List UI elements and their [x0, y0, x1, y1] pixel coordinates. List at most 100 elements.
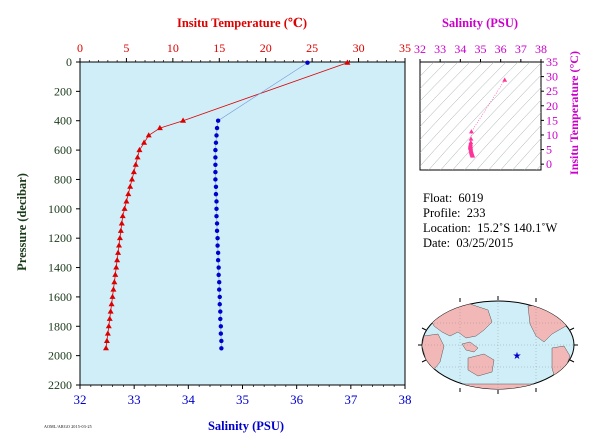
- temperature-point: [136, 146, 143, 153]
- density-contour: [420, 62, 507, 154]
- temperature-point: [344, 59, 351, 65]
- temperature-tick-label: 0: [77, 41, 83, 55]
- ts-density-contours: [420, 62, 541, 170]
- temperature-point: [129, 176, 135, 182]
- salinity-point: [215, 235, 220, 241]
- salinity-point: [213, 184, 219, 189]
- density-contour: [536, 164, 541, 170]
- ts-temperature-tick-label: 20: [546, 99, 558, 113]
- temperature-point: [108, 301, 115, 307]
- profile-series: [103, 59, 351, 351]
- temperature-tick-label: 30: [353, 41, 365, 55]
- salinity-point: [213, 191, 219, 197]
- temperature-point: [103, 345, 109, 351]
- salinity-point: [214, 221, 220, 226]
- salinity-point: [305, 60, 310, 65]
- salinity-tick-label: 35: [236, 392, 249, 407]
- temperature-point: [106, 315, 113, 321]
- temperature-point: [141, 139, 148, 145]
- salinity-point: [217, 294, 222, 300]
- temperature-point: [107, 308, 114, 314]
- pressure-tick-label: 1800: [48, 319, 72, 333]
- salinity-point: [219, 338, 224, 344]
- salinity-point: [215, 258, 221, 263]
- ts-salinity-tick-label: 32: [414, 42, 426, 56]
- temperature-axis-title: Insitu Temperature (℃): [177, 16, 307, 30]
- density-contour: [420, 62, 447, 89]
- salinity-point: [213, 155, 218, 160]
- salinity-point: [214, 213, 219, 219]
- ts-point: [469, 129, 474, 134]
- salinity-point: [214, 228, 220, 234]
- temperature-point: [125, 190, 132, 197]
- salinity-axis-title: Salinity (PSU): [208, 419, 284, 433]
- density-contour: [420, 62, 483, 127]
- ts-salinity-tick-label: 36: [495, 42, 507, 56]
- temperature-tick-label: 25: [306, 41, 318, 55]
- density-contour: [512, 138, 541, 170]
- density-contour: [452, 74, 541, 170]
- float-value: 6019: [458, 191, 484, 205]
- location-map: ★: [418, 296, 578, 394]
- salinity-point: [218, 331, 224, 336]
- profile-plot: 0 5 10 15 20 25 30 35 32 33 34 35 36 37 38 0 200 400 600…: [15, 16, 412, 433]
- salinity-point: [213, 177, 218, 182]
- float-info: Float: 6019 Profile: 233 Location: 15.2˚…: [423, 191, 557, 251]
- float-row: Float: 6019: [423, 191, 557, 206]
- temperature-point: [116, 242, 122, 248]
- salinity-point: [215, 243, 220, 248]
- temperature-point: [109, 293, 116, 299]
- ts-point: [502, 77, 508, 82]
- ts-salinity-tick-label: 34: [454, 42, 466, 56]
- ts-point: [468, 136, 474, 141]
- footer-credit: AOML/ARGO 2015-03-25: [44, 424, 92, 429]
- pressure-tick-label: 600: [54, 143, 72, 157]
- profile-value: 233: [466, 206, 486, 220]
- ts-temperature-tick-label: 0: [546, 157, 552, 171]
- temperature-tick-label: 15: [213, 41, 225, 55]
- salinity-point: [215, 118, 221, 123]
- temperature-point: [103, 337, 110, 343]
- salinity-point: [217, 280, 222, 285]
- salinity-point: [213, 169, 218, 175]
- density-contour: [524, 151, 541, 170]
- salinity-point: [214, 125, 220, 131]
- salinity-point: [215, 250, 221, 256]
- salinity-point: [214, 206, 219, 212]
- map-ticks: [418, 296, 578, 394]
- ts-point: [470, 153, 476, 158]
- pressure-tick-label: 1600: [48, 290, 72, 304]
- salinity-point: [217, 287, 222, 292]
- ts-salinity-tick-label: 35: [475, 42, 487, 56]
- salinity-point: [214, 133, 219, 138]
- profile-row: Profile: 233: [423, 206, 557, 221]
- temperature-tick-label: 20: [260, 41, 272, 55]
- ts-salinity-tick-label: 37: [515, 42, 527, 56]
- float-label: Float:: [423, 191, 453, 205]
- density-contour: [420, 62, 495, 140]
- ts-temperature-tick-label: 5: [546, 143, 552, 157]
- ts-temperature-tick-label: 15: [546, 113, 558, 127]
- salinity-tick-label: 34: [182, 392, 196, 407]
- salinity-point: [218, 324, 224, 329]
- pressure-tick-label: 0: [66, 55, 72, 69]
- temperature-point: [121, 205, 128, 211]
- pressure-tick-label: 1400: [48, 261, 72, 275]
- temperature-point: [156, 124, 163, 131]
- ts-temperature-tick-label: 35: [546, 55, 558, 69]
- location-row: Location: 15.2˚S 140.1˚W: [423, 221, 557, 236]
- temperature-point: [104, 330, 111, 336]
- salinity-point: [216, 272, 221, 278]
- salinity-point: [216, 265, 221, 270]
- salinity-point: [214, 199, 219, 204]
- temperature-point: [111, 279, 118, 285]
- ts-points: [468, 77, 508, 158]
- temperature-tick-label: 35: [399, 41, 411, 55]
- salinity-tick-label: 36: [290, 392, 304, 407]
- salinity-tick-label: 32: [74, 392, 87, 407]
- temperature-tick-label: 10: [167, 41, 179, 55]
- pressure-tick-label: 200: [54, 84, 72, 98]
- pressure-tick-label: 2000: [48, 349, 72, 363]
- density-contour: [420, 62, 519, 167]
- ts-salinity-tick-label: 33: [434, 42, 446, 56]
